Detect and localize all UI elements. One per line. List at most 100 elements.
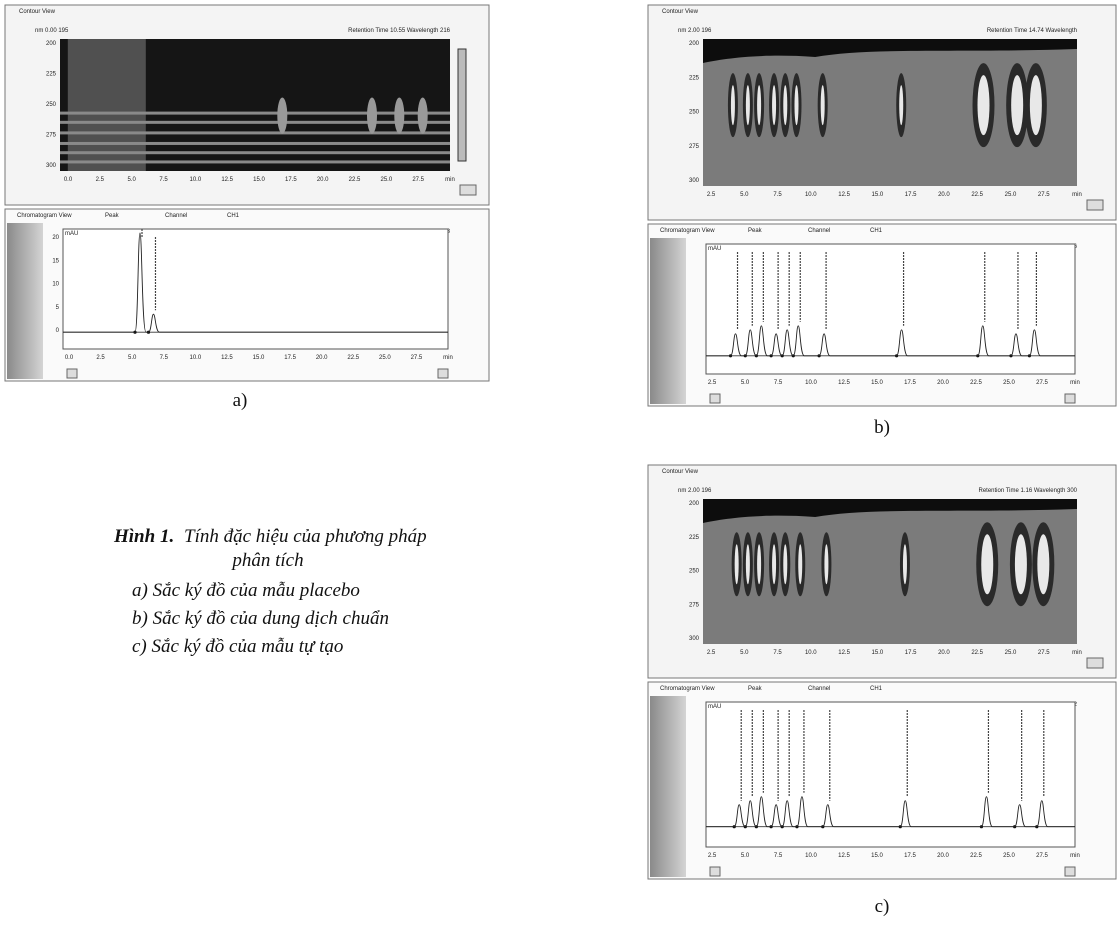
contour-peak-core: [772, 544, 777, 585]
x-tick-label: 2.5: [707, 192, 716, 198]
x-tick-label: 12.5: [838, 853, 850, 859]
y-tick-label: 250: [46, 102, 57, 108]
x-tick-label: 12.5: [838, 380, 850, 386]
caption-line: Tính đặc hiệu của phương pháp: [184, 526, 427, 547]
scroll-box[interactable]: [1086, 199, 1104, 211]
x-tick-label: 10.0: [805, 380, 817, 386]
contour-peak-core: [1029, 75, 1042, 136]
color-scale: [457, 48, 467, 162]
y-tick-label: 275: [46, 133, 57, 139]
screenshot: Contour View nm 2.00 196 Retention Time 1.…: [647, 464, 1117, 880]
info-text: Retention Time 10.55 Wavelength 216: [348, 28, 451, 34]
window-title: Chromatogram View: [660, 228, 715, 234]
x-tick-label: 25.0: [380, 177, 392, 183]
scroll-box[interactable]: [1064, 866, 1076, 877]
scroll-box[interactable]: [709, 866, 721, 877]
x-tick-label: 10.0: [805, 650, 817, 656]
x-tick-label: min: [445, 177, 455, 183]
x-tick-label: 12.5: [838, 650, 850, 656]
contour-spot: [367, 97, 377, 134]
x-tick-label: 15.0: [871, 853, 883, 859]
window-title: Contour View: [19, 9, 56, 15]
window-title: Chromatogram View: [660, 686, 715, 692]
y-tick-label: 225: [46, 72, 57, 78]
caption-item: b) Sắc ký đồ của dung dịch chuẩn: [132, 608, 389, 629]
caption-title: Hình 1.: [113, 526, 174, 547]
side-bar: [650, 238, 686, 404]
contour-top: [703, 499, 1077, 523]
y-tick-label: 300: [46, 163, 57, 169]
x-tick-label: 22.5: [971, 650, 983, 656]
contour-top: [703, 39, 1077, 63]
x-tick-label: 2.5: [708, 380, 717, 386]
channel-value: CH1: [870, 228, 883, 234]
x-tick-label: 25.0: [1003, 853, 1015, 859]
screenshot: Contour View nm 0.00 195 Retention Time 10…: [4, 4, 490, 382]
trace: [63, 232, 448, 333]
x-tick-label: 17.5: [905, 192, 917, 198]
figure-label: a): [233, 390, 248, 411]
x-tick-label: 22.5: [347, 355, 359, 361]
x-tick-label: 27.5: [1036, 853, 1048, 859]
contour-band: [67, 39, 146, 171]
contour-peak-core: [745, 544, 750, 585]
x-tick-label: min: [1070, 853, 1080, 859]
y-tick-label: 250: [689, 569, 700, 575]
caption-line: phân tích: [230, 550, 303, 571]
y-tick-label: 200: [689, 41, 700, 47]
x-tick-label: 25.0: [1005, 650, 1017, 656]
x-tick-label: 0.0: [65, 355, 74, 361]
x-tick-label: 2.5: [707, 650, 716, 656]
contour-spot: [417, 97, 428, 134]
y-tick-label: 10: [52, 282, 59, 288]
contour-peak-core: [902, 544, 907, 585]
channel-value: CH1: [870, 686, 883, 692]
peak-label: Peak: [748, 228, 763, 234]
x-tick-label: 2.5: [96, 355, 105, 361]
x-tick-label: 27.5: [1038, 192, 1050, 198]
x-tick-label: 2.5: [96, 177, 105, 183]
header-text: nm 2.00 196: [678, 28, 712, 34]
x-tick-label: min: [1072, 650, 1082, 656]
scroll-box[interactable]: [437, 368, 449, 379]
contour-streak: [60, 151, 450, 155]
scroll-box[interactable]: [709, 393, 721, 404]
contour-streak: [60, 111, 450, 115]
window-title: Contour View: [662, 469, 699, 475]
plot-area: [705, 243, 1076, 375]
x-tick-label: 10.0: [805, 853, 817, 859]
contour-peak-core: [757, 544, 762, 585]
channel-label: Channel: [165, 213, 187, 219]
scroll-box[interactable]: [1086, 657, 1104, 669]
scroll-box[interactable]: [1064, 393, 1076, 404]
figure-label: b): [874, 417, 890, 438]
x-tick-label: 0.0: [64, 177, 73, 183]
contour-peak-core: [1014, 534, 1027, 595]
y-tick-label: 15: [52, 258, 59, 264]
x-tick-label: 7.5: [774, 853, 783, 859]
x-tick-label: 15.0: [872, 650, 884, 656]
peak-label: Peak: [105, 213, 120, 219]
scroll-box[interactable]: [459, 184, 477, 196]
x-tick-label: 10.0: [805, 192, 817, 198]
x-tick-label: 10.0: [189, 355, 201, 361]
y-tick-label: 250: [689, 110, 700, 116]
contour-streak: [60, 141, 450, 145]
scroll-box[interactable]: [66, 368, 78, 379]
x-tick-label: 5.0: [741, 380, 750, 386]
x-tick-label: 22.5: [971, 192, 983, 198]
x-tick-label: 7.5: [160, 355, 169, 361]
x-tick-label: 2.5: [708, 853, 717, 859]
x-tick-label: 20.0: [938, 650, 950, 656]
x-tick-label: 15.0: [253, 355, 265, 361]
figure-label: c): [875, 896, 890, 917]
y-tick-label: 300: [689, 178, 700, 184]
info-text: Retention Time 14.74 Wavelength: [987, 28, 1077, 34]
y-tick-label: 275: [689, 144, 700, 150]
channel-label: Channel: [808, 228, 830, 234]
y-tick-label: 300: [689, 636, 700, 642]
x-tick-label: 17.5: [284, 355, 296, 361]
x-tick-label: 12.5: [221, 355, 233, 361]
contour-peak-core: [730, 85, 735, 126]
contour-peak-core: [757, 85, 762, 126]
